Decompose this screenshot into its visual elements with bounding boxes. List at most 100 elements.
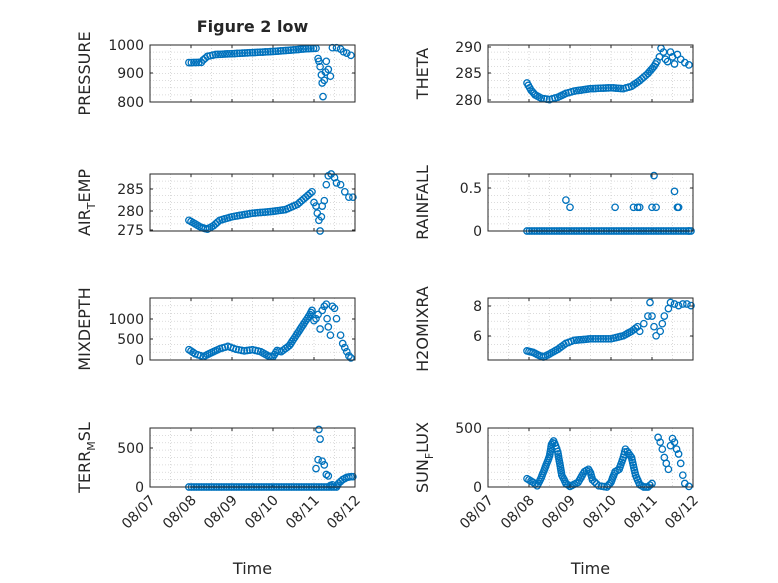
data-point	[674, 203, 683, 212]
data-point	[230, 49, 239, 58]
y-tick-label: 500	[117, 441, 144, 457]
data-point	[666, 298, 675, 307]
data-point	[225, 49, 234, 58]
data-point	[324, 472, 333, 480]
x-axis-label: Time	[232, 559, 272, 578]
data-point	[320, 196, 329, 205]
data-point	[599, 84, 608, 92]
data-point	[261, 48, 270, 56]
y-axis-label: SUNFLUX	[413, 422, 436, 493]
data-point	[238, 49, 247, 57]
data-point	[287, 46, 295, 54]
data-point	[611, 203, 619, 212]
data-point	[349, 193, 357, 202]
data-point	[258, 48, 267, 56]
data-point	[320, 461, 329, 469]
y-axis-label: TERRMSL	[75, 422, 98, 494]
data-point	[235, 49, 244, 58]
data-point	[599, 334, 608, 343]
data-point	[246, 48, 254, 57]
data-point	[271, 47, 280, 56]
data-point	[639, 319, 648, 328]
subplot-4: 0 0.5 RAINFALL	[413, 165, 695, 240]
data-point	[324, 323, 333, 331]
data-point	[332, 179, 341, 187]
y-tick-label: 0.5	[460, 181, 482, 197]
y-tick-label: 280	[117, 204, 144, 220]
data-point	[594, 84, 603, 93]
data-point	[256, 208, 265, 217]
data-point	[318, 306, 327, 315]
data-point	[626, 451, 634, 460]
data-point	[612, 84, 620, 92]
y-tick-label: 280	[455, 93, 482, 109]
data-point	[315, 57, 323, 66]
data-point	[251, 48, 259, 57]
data-point	[316, 62, 324, 71]
data-point	[678, 471, 687, 480]
data-point	[269, 47, 277, 56]
data-point	[315, 425, 323, 434]
y-tick-label: 6	[473, 329, 482, 345]
data-point	[604, 334, 613, 343]
data-point	[566, 203, 574, 212]
data-point	[602, 84, 610, 92]
data-point	[664, 465, 673, 474]
data-point	[591, 84, 600, 93]
data-point	[332, 314, 341, 323]
data-point	[308, 306, 316, 315]
data-point	[301, 44, 310, 53]
data-point	[312, 314, 320, 323]
subplot-5: 0 500 1000 MIXDEPTH	[75, 287, 356, 371]
data-point	[279, 46, 288, 55]
data-point	[264, 47, 272, 56]
data-point	[261, 208, 270, 216]
data-point	[328, 480, 337, 489]
subplot-3: 275 280 285 AIRTEMP	[75, 169, 357, 239]
data-point	[646, 298, 654, 307]
data-point	[243, 49, 252, 57]
x-tick-label: 08/10	[242, 493, 282, 533]
data-point	[604, 84, 613, 92]
subplot-1: 800 900 1000 PRESSURE Figure 2 low	[75, 17, 356, 116]
data-point	[656, 438, 665, 447]
data-point	[663, 57, 672, 66]
data-point	[190, 58, 198, 67]
y-axis-label: AIRTEMP	[75, 169, 98, 236]
data-point	[322, 470, 331, 479]
data-point	[635, 203, 644, 212]
data-point	[320, 302, 329, 311]
data-point	[562, 196, 570, 204]
data-point	[347, 354, 355, 362]
data-point	[644, 312, 652, 320]
data-point	[646, 481, 654, 490]
y-tick-label: 500	[117, 332, 144, 348]
y-tick-label: 0	[135, 353, 144, 369]
axis-box	[487, 173, 694, 232]
data-point	[322, 57, 331, 66]
data-point	[674, 301, 683, 310]
y-tick-label: 0	[473, 224, 482, 240]
data-point	[253, 208, 262, 217]
axis-box	[487, 297, 694, 361]
data-point	[658, 319, 667, 328]
data-point	[589, 84, 597, 93]
data-point	[299, 45, 308, 53]
y-tick-label: 8	[473, 299, 482, 315]
data-point	[586, 84, 595, 93]
data-point	[661, 55, 670, 64]
data-point	[589, 334, 597, 343]
x-tick-label: 08/12	[324, 493, 364, 533]
data-point	[336, 180, 345, 189]
x-tick-label: 08/08	[160, 493, 200, 533]
y-tick-label: 290	[455, 40, 482, 56]
data-point	[308, 187, 316, 196]
data-point	[314, 455, 322, 464]
data-point	[240, 347, 249, 355]
data-point	[233, 49, 241, 58]
data-point	[670, 438, 679, 447]
data-point	[330, 304, 339, 313]
data-point	[245, 346, 254, 354]
data-point	[266, 47, 275, 56]
data-point	[284, 46, 293, 55]
